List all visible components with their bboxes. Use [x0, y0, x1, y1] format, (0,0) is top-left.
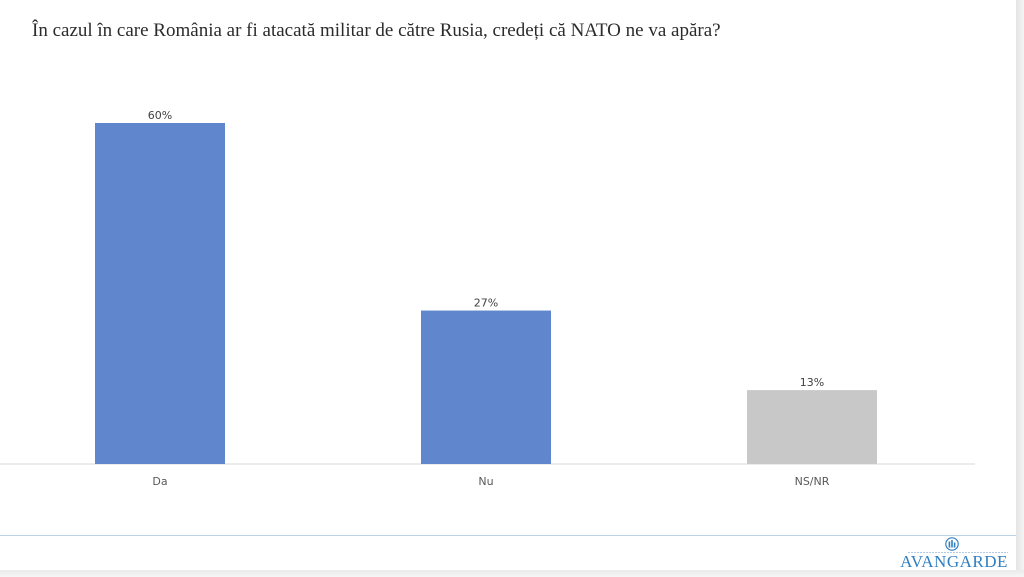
category-labels-group: Da Nu NS/NR [152, 475, 829, 488]
window-edge-right [1016, 0, 1024, 577]
bar-chart: 60% 27% 13% Da Nu NS/NR [0, 109, 975, 488]
logo-tagline-mark [908, 552, 1008, 553]
logo-text: AVANGARDE [900, 552, 1008, 571]
bar-ns-nr [747, 390, 877, 464]
data-labels-group: 60% 27% 13% [148, 109, 824, 389]
avangarde-logo-icon [945, 537, 959, 551]
window-edge-bottom [0, 570, 1024, 577]
data-label-da: 60% [148, 109, 172, 122]
bar-nu [421, 310, 551, 464]
category-label-nu: Nu [478, 475, 493, 488]
avangarde-logo: AVANGARDE [892, 537, 1016, 573]
data-label-nu: 27% [474, 297, 498, 310]
footer-divider [0, 535, 1016, 536]
data-label-ns-nr: 13% [800, 376, 824, 389]
bar-da [95, 123, 225, 464]
category-label-ns-nr: NS/NR [795, 475, 830, 488]
bars-group [95, 123, 877, 464]
category-label-da: Da [152, 475, 167, 488]
chart-title: În cazul în care România ar fi atacată m… [32, 20, 721, 41]
